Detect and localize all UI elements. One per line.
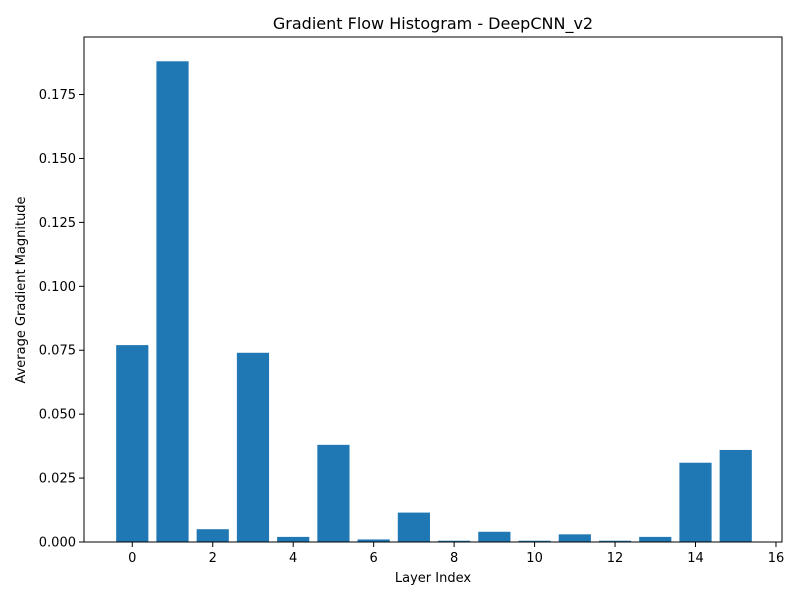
- x-tick-label: 0: [128, 551, 136, 566]
- y-tick-label: 0.000: [39, 536, 76, 551]
- y-tick-label: 0.100: [39, 280, 76, 295]
- bar-layer-1: [156, 61, 189, 542]
- bar-layer-11: [558, 534, 591, 542]
- bar-layer-2: [196, 529, 229, 542]
- bar-layer-0: [116, 345, 149, 542]
- plot-frame: [83, 36, 783, 543]
- x-tick-label: 4: [289, 551, 297, 566]
- x-tick-label: 10: [526, 551, 543, 566]
- bar-layer-15: [719, 449, 752, 542]
- x-tick-label: 14: [687, 551, 704, 566]
- x-axis-title: Layer Index: [395, 571, 471, 586]
- y-tick-label: 0.150: [39, 152, 76, 167]
- bar-layer-9: [478, 531, 511, 542]
- x-tick-label: 16: [768, 551, 785, 566]
- x-tick-label: 12: [607, 551, 624, 566]
- bar-layer-13: [639, 536, 672, 542]
- y-tick-label: 0.075: [39, 344, 76, 359]
- x-tick-label: 2: [209, 551, 217, 566]
- y-tick-label: 0.125: [39, 216, 76, 231]
- chart-title: Gradient Flow Histogram - DeepCNN_v2: [273, 14, 593, 34]
- bar-layer-4: [277, 536, 310, 542]
- bar-layer-5: [317, 444, 350, 542]
- x-axis: 0 2 4 6 8 10 12 14 16: [128, 542, 784, 566]
- bar-layer-10: [518, 540, 551, 542]
- bar-layer-14: [679, 462, 712, 542]
- x-tick-label: 6: [370, 551, 378, 566]
- bar-layer-7: [397, 512, 430, 542]
- bar-layer-3: [236, 352, 270, 542]
- bars-group: [116, 61, 752, 542]
- y-tick-label: 0.050: [39, 408, 76, 423]
- x-tick-label: 8: [450, 551, 458, 566]
- y-tick-label: 0.025: [39, 472, 76, 487]
- bar-layer-6: [357, 539, 390, 542]
- bar-layer-8: [438, 540, 471, 542]
- bar-layer-12: [598, 540, 632, 542]
- y-tick-label: 0.175: [39, 88, 76, 103]
- y-axis-title: Average Gradient Magnitude: [14, 196, 29, 383]
- y-axis: 0.000 0.025 0.050 0.075 0.100 0.125 0.150 0.175: [39, 88, 84, 551]
